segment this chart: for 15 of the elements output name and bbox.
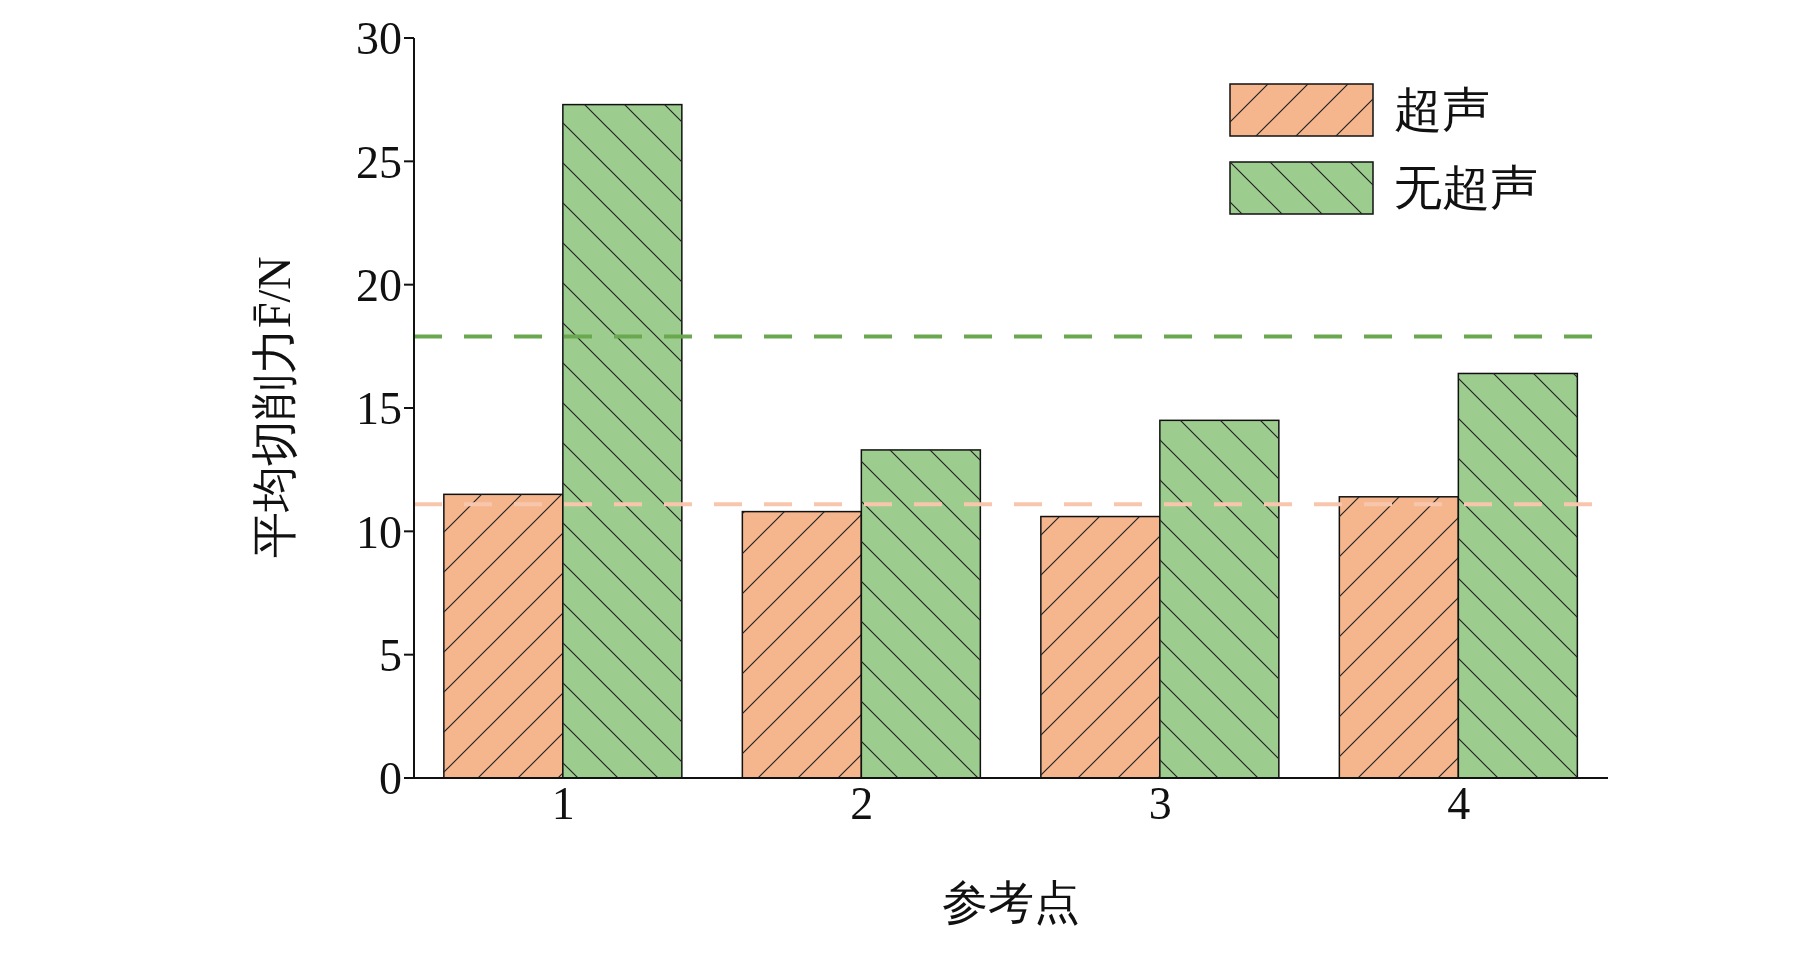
legend-label: 超声 — [1394, 82, 1490, 138]
y-tick-label: 20 — [356, 260, 402, 311]
x-tick-label: 4 — [1447, 777, 1471, 829]
x-axis-title: 参考点 — [942, 877, 1080, 928]
y-tick-label: 10 — [356, 506, 402, 558]
y-tick-label: 0 — [379, 753, 402, 805]
y-tick-label: 15 — [356, 383, 402, 435]
y-axis-title: 平均切削力F̄/N — [249, 256, 301, 558]
x-tick-label: 3 — [1148, 777, 1172, 829]
legend-label: 无超声 — [1394, 160, 1538, 216]
x-tick-label: 2 — [850, 777, 874, 829]
y-tick-label: 5 — [379, 630, 402, 681]
x-tick-label: 1 — [551, 777, 575, 829]
y-tick-label: 30 — [356, 13, 402, 65]
y-tick-label: 25 — [356, 136, 402, 188]
